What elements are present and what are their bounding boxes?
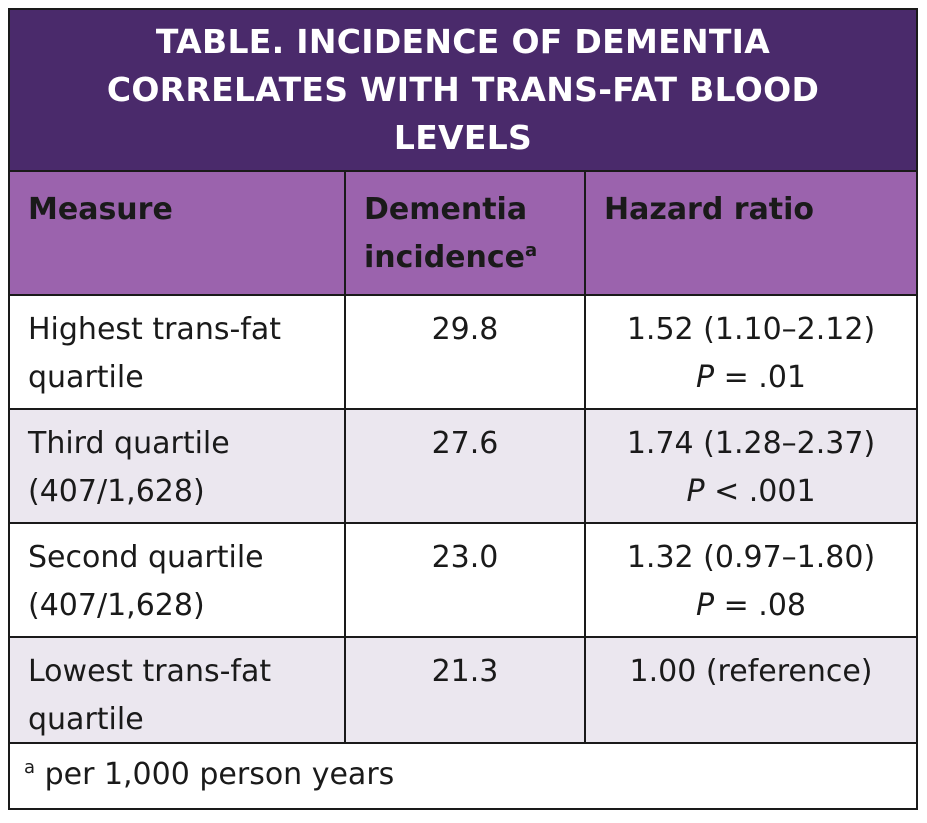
row-2-p-value: = .08 xyxy=(714,588,806,623)
row-1-incidence: 27.6 xyxy=(346,408,586,522)
table-title: TABLE. INCIDENCE OF DEMENTIA CORRELATES … xyxy=(106,22,820,157)
footnote-text: per 1,000 person years xyxy=(35,757,395,792)
header-hazard: Hazard ratio xyxy=(586,170,916,294)
data-table: Measure Dementia incidencea Hazard ratio… xyxy=(10,170,916,785)
row-0-hazard: 1.52 (1.10–2.12) P = .01 xyxy=(586,294,916,408)
row-0-incidence: 29.8 xyxy=(346,294,586,408)
row-1-p-value: < .001 xyxy=(704,474,816,509)
table-footnote: a per 1,000 person years xyxy=(10,742,916,808)
row-1-p: P < .001 xyxy=(604,468,898,516)
table-frame: TABLE. INCIDENCE OF DEMENTIA CORRELATES … xyxy=(8,8,918,810)
row-0-hazard-ratio: 1.52 (1.10–2.12) xyxy=(626,312,876,347)
row-1-p-label: P xyxy=(686,474,705,509)
row-0-p: P = .01 xyxy=(604,354,898,402)
table-title-bar: TABLE. INCIDENCE OF DEMENTIA CORRELATES … xyxy=(10,10,916,170)
row-2-p: P = .08 xyxy=(604,582,898,630)
row-1-hazard-ratio: 1.74 (1.28–2.37) xyxy=(626,426,876,461)
row-0-p-value: = .01 xyxy=(714,360,806,395)
row-2-hazard-ratio: 1.32 (0.97–1.80) xyxy=(626,540,876,575)
row-2-p-label: P xyxy=(695,588,715,623)
row-2-hazard: 1.32 (0.97–1.80) P = .08 xyxy=(586,522,916,636)
row-1-hazard: 1.74 (1.28–2.37) P < .001 xyxy=(586,408,916,522)
row-2-measure: Second quartile (407/1,628) xyxy=(10,522,346,636)
row-3-incidence: 21.3 xyxy=(346,636,586,760)
row-1-measure: Third quartile (407/1,628) xyxy=(10,408,346,522)
header-incidence-note-mark: a xyxy=(525,240,538,261)
header-incidence: Dementia incidencea xyxy=(346,170,586,294)
footnote-mark: a xyxy=(24,757,36,778)
row-3-hazard-ratio: 1.00 (reference) xyxy=(629,654,873,689)
row-0-p-label: P xyxy=(695,360,715,395)
header-incidence-label: Dementia incidence xyxy=(364,192,528,275)
header-measure: Measure xyxy=(10,170,346,294)
row-3-hazard: 1.00 (reference) xyxy=(586,636,916,760)
row-2-incidence: 23.0 xyxy=(346,522,586,636)
row-0-measure: Highest trans-fat quartile (407/1,628) xyxy=(10,294,346,443)
